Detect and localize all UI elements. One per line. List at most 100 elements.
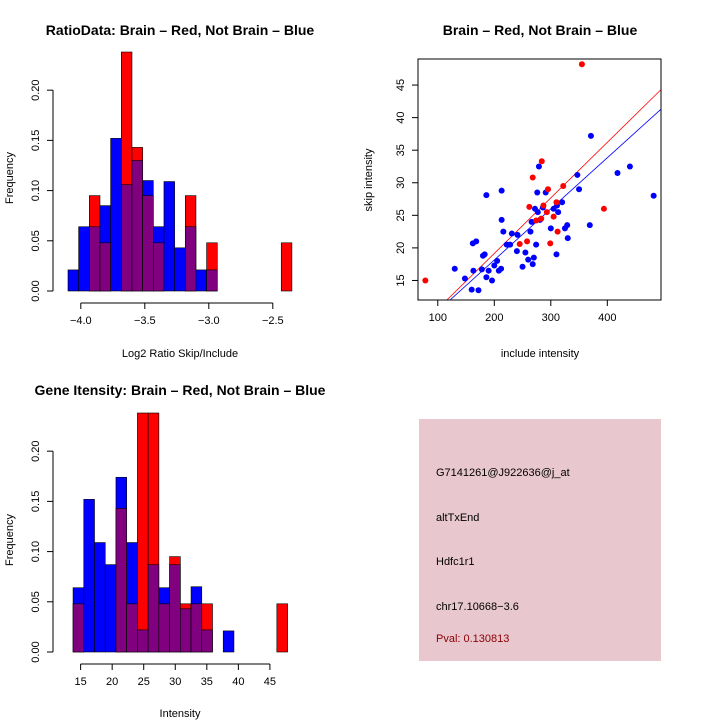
scatter-plot-area	[422, 61, 661, 300]
scatter-point-blue	[535, 163, 542, 170]
scatter-point-blue	[513, 248, 520, 255]
scatter-point-red	[544, 186, 551, 193]
scatter-point-red	[533, 217, 540, 224]
y-tick-label: 0.10	[30, 541, 42, 562]
scatter-title: Brain – Red, Not Brain – Blue	[443, 22, 638, 38]
scatter-point-red	[600, 205, 607, 212]
x-tick-label: 35	[201, 676, 213, 688]
hist-overlap-bar-8	[158, 603, 170, 653]
scatter-point-blue	[564, 222, 571, 229]
scatter-point-blue	[485, 267, 492, 274]
scatter-ylabel: skip intensity	[363, 148, 375, 211]
scatter-point-blue	[574, 171, 581, 178]
hist-overlap-bar-8	[152, 242, 165, 292]
y-tick-label: 0.20	[30, 79, 42, 100]
scatter-point-blue	[498, 265, 505, 272]
scatter-point-blue	[461, 275, 468, 282]
scatter-point-red	[550, 213, 557, 220]
scatter-marks	[422, 61, 661, 300]
scatter-point-blue	[451, 265, 458, 272]
ratio-hist-bars	[67, 51, 293, 292]
hist-overlap-bar-0	[72, 603, 85, 653]
scatter-point-red	[524, 238, 531, 245]
scatter-point-red	[554, 228, 561, 235]
scatter-point-blue	[481, 251, 488, 258]
scatter-point-blue	[576, 186, 583, 193]
scatter-point-blue	[547, 225, 554, 232]
scatter-point-blue	[586, 222, 593, 229]
hist-bar-6	[137, 412, 149, 653]
x-tick-label: 200	[485, 312, 503, 324]
hist-bar-12	[195, 269, 207, 292]
scatter-point-blue	[564, 235, 571, 242]
x-tick-label: 40	[232, 676, 244, 688]
x-tick-label: −3.0	[198, 315, 220, 327]
hist-overlap-bar-5	[126, 603, 138, 653]
x-tick-label: 25	[138, 676, 150, 688]
hist-bar-19	[276, 603, 288, 653]
scatter-point-blue	[614, 169, 621, 176]
scatter-point-red	[526, 203, 533, 210]
intensity-scatter: Brain – Red, Not Brain – Blue include in…	[363, 22, 662, 360]
scatter-point-red	[538, 215, 545, 222]
scatter-point-blue	[533, 241, 540, 248]
ratio-hist-xlabel: Log2 Ratio Skip/Include	[122, 348, 238, 360]
hist-bar-1	[83, 499, 95, 653]
scatter-point-blue	[478, 266, 485, 273]
scatter-point-red	[547, 240, 554, 247]
hist-bar-0	[67, 269, 79, 292]
gene-hist-ylabel: Frequency	[4, 514, 16, 566]
scatter-point-blue	[514, 231, 521, 238]
scatter-point-blue	[507, 241, 514, 248]
ratio-hist-ylabel: Frequency	[4, 152, 16, 204]
x-tick-label: 15	[74, 676, 86, 688]
scatter-axes: 100 200 300 400 15 20 25 30 35 40 45	[395, 58, 662, 324]
y-tick-label: 0.05	[30, 591, 42, 612]
x-tick-label: −2.5	[262, 315, 284, 327]
hist-overlap-bar-2	[89, 226, 101, 292]
scatter-point-blue	[489, 277, 496, 284]
scatter-point-blue	[559, 199, 566, 206]
hist-overlap-bar-7	[142, 195, 154, 292]
scatter-point-blue	[522, 249, 529, 256]
scatter-point-red	[529, 174, 536, 181]
hist-overlap-bar-6	[131, 160, 143, 292]
gene-hist-title: Gene Itensity: Brain – Red, Not Brain – …	[35, 382, 326, 398]
hist-overlap-bar-10	[180, 608, 192, 653]
scatter-point-blue	[530, 254, 537, 261]
scatter-point-red	[516, 240, 523, 247]
scatter-point-blue	[555, 209, 562, 216]
hist-overlap-bar-13	[206, 269, 218, 292]
ratio-hist-title: RatioData: Brain – Red, Not Brain – Blue	[46, 22, 315, 38]
scatter-point-blue	[626, 163, 633, 170]
scatter-point-blue	[483, 192, 490, 199]
x-tick-label: 30	[169, 676, 181, 688]
scatter-point-blue	[468, 286, 475, 293]
info-location: chr17.10668−3.6	[436, 601, 519, 613]
x-tick-label: −4.0	[70, 315, 92, 327]
scatter-box	[417, 58, 662, 301]
scatter-point-blue	[534, 209, 541, 216]
y-tick-label: 30	[395, 177, 407, 189]
gene-hist-bars	[72, 412, 288, 653]
scatter-point-blue	[498, 216, 505, 223]
scatter-point-blue	[527, 228, 534, 235]
hist-overlap-bar-12	[201, 629, 213, 653]
fit-line-red	[446, 89, 661, 300]
scatter-point-red	[578, 61, 585, 68]
hist-bar-9	[163, 181, 175, 292]
x-tick-label: 400	[598, 312, 616, 324]
scatter-point-blue	[519, 263, 526, 270]
hist-overlap-bar-5	[121, 184, 133, 292]
hist-bar-3	[104, 564, 117, 653]
scatter-point-red	[540, 202, 547, 209]
x-tick-label: 300	[542, 312, 560, 324]
scatter-point-blue	[525, 256, 532, 263]
y-tick-label: 0.00	[30, 280, 42, 301]
scatter-point-blue	[483, 274, 490, 281]
x-tick-label: 45	[264, 676, 276, 688]
scatter-point-blue	[473, 238, 480, 245]
gene-hist-axes: 15 20 25 30 35 40 45 0.00 0.05 0.10 0.15 0.20	[30, 440, 276, 688]
scatter-point-blue	[470, 267, 477, 274]
y-tick-label: 0.20	[30, 440, 42, 461]
